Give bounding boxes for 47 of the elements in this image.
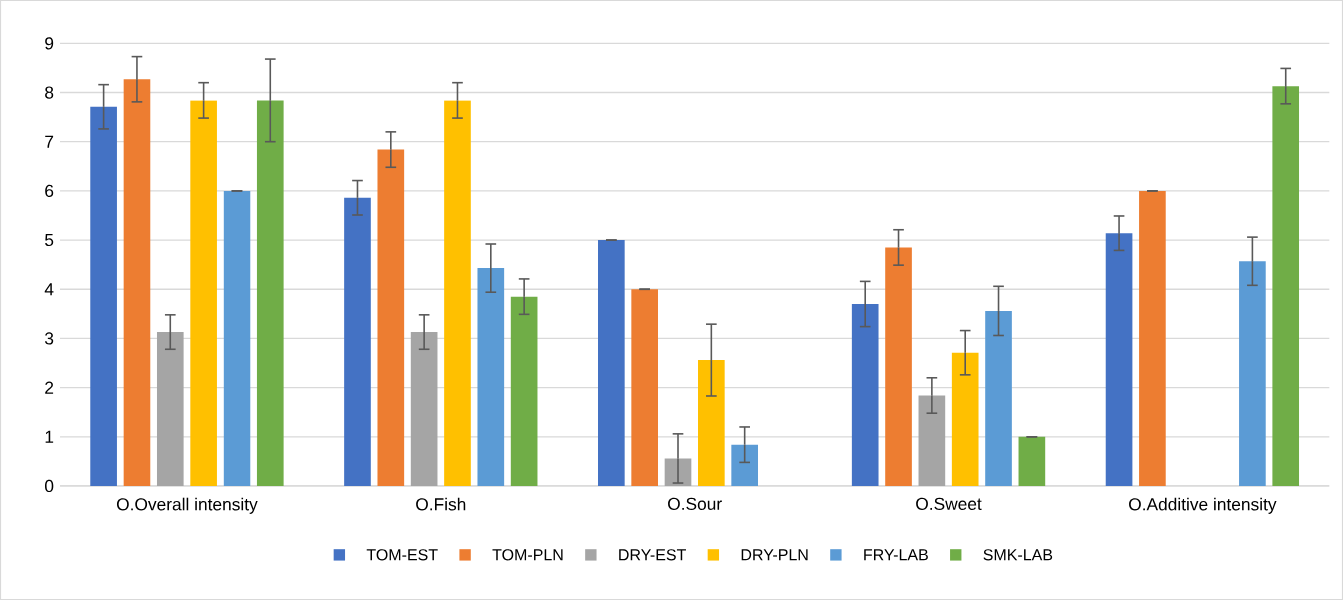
bar bbox=[918, 395, 946, 486]
y-tick-label: 0 bbox=[45, 479, 54, 493]
x-tick-label: O.Additive intensity bbox=[1129, 497, 1277, 514]
bar bbox=[1272, 86, 1300, 486]
bar bbox=[256, 100, 284, 486]
bar bbox=[377, 149, 405, 486]
bar bbox=[1239, 261, 1266, 486]
bar bbox=[985, 310, 1012, 486]
y-tick-label: 8 bbox=[45, 86, 54, 99]
bar bbox=[344, 197, 371, 486]
legend-label: SMK-LAB bbox=[983, 549, 1053, 561]
y-tick-label: 9 bbox=[45, 37, 54, 50]
bar bbox=[698, 360, 725, 486]
bar bbox=[1105, 233, 1133, 486]
legend-label: DRY-PLN bbox=[741, 549, 808, 561]
bar bbox=[731, 444, 758, 486]
bar bbox=[90, 106, 117, 486]
x-tick-label: O.Fish bbox=[416, 497, 466, 511]
y-tick-label: 4 bbox=[44, 283, 54, 296]
bar bbox=[410, 332, 438, 486]
bar bbox=[156, 332, 184, 486]
x-tick-label: O.Overall intensity bbox=[116, 497, 258, 514]
bar bbox=[477, 268, 505, 486]
y-tick-label: 7 bbox=[45, 135, 54, 148]
bar bbox=[123, 79, 151, 486]
bar bbox=[223, 190, 251, 486]
x-tick-label: O.Sour bbox=[668, 497, 722, 510]
legend-label: DRY-EST bbox=[619, 549, 686, 561]
y-tick-label: 5 bbox=[45, 234, 54, 247]
bar bbox=[885, 247, 912, 486]
x-tick-label: O.Sweet bbox=[916, 497, 982, 510]
bar bbox=[444, 100, 471, 486]
y-tick-label: 3 bbox=[45, 332, 54, 345]
bar bbox=[510, 296, 538, 486]
bar bbox=[190, 100, 217, 486]
bar bbox=[1139, 190, 1166, 486]
bar bbox=[1018, 436, 1046, 486]
bar bbox=[951, 352, 979, 486]
bar bbox=[631, 289, 658, 486]
y-tick-label: 2 bbox=[45, 381, 54, 394]
legend-label: FRY-LAB bbox=[864, 549, 928, 561]
legend-label: TOM-EST bbox=[366, 549, 438, 561]
legend-label: TOM-PLN bbox=[492, 549, 563, 561]
bar bbox=[598, 240, 625, 486]
y-tick-label: 6 bbox=[45, 184, 54, 198]
bar bbox=[851, 304, 879, 486]
y-tick-label: 1 bbox=[45, 430, 54, 443]
